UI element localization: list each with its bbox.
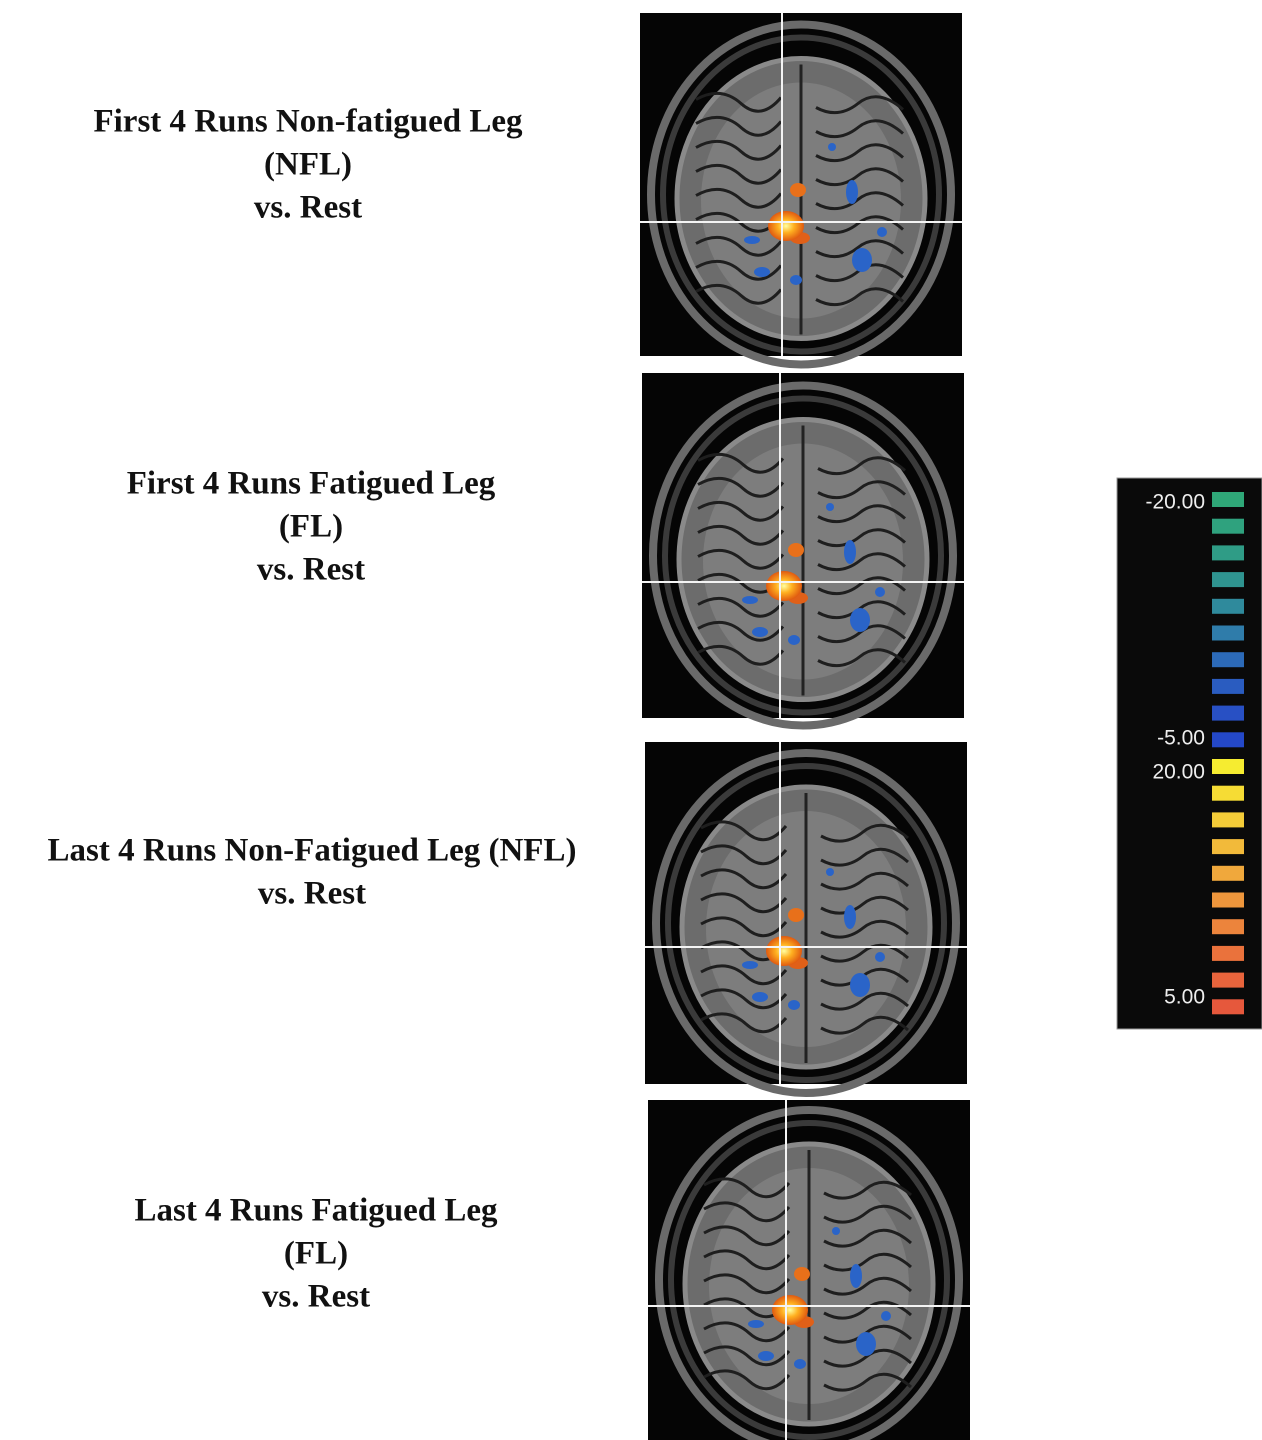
activation-negative xyxy=(832,1227,840,1235)
colorbar-swatch xyxy=(1212,706,1244,721)
panel-caption: Last 4 Runs Non-Fatigued Leg (NFL) xyxy=(48,833,577,869)
activation-negative xyxy=(881,1311,891,1321)
activation-negative xyxy=(752,992,768,1002)
captions: First 4 Runs Non-fatigued Leg (NFL) vs. Re… xyxy=(48,104,577,1315)
activation-negative xyxy=(790,275,802,285)
colorbar-label: 5.00 xyxy=(1164,986,1205,1009)
activation-negative xyxy=(850,973,870,997)
brain-panel xyxy=(648,1100,970,1440)
colorbar-swatch xyxy=(1212,866,1244,881)
activation-negative xyxy=(875,952,885,962)
panel-caption: (FL) xyxy=(279,509,343,545)
colorbar-swatch xyxy=(1212,786,1244,801)
colorbar-swatch xyxy=(1212,679,1244,694)
brain-panel xyxy=(642,373,964,726)
activation-negative xyxy=(758,1351,774,1361)
activation-negative xyxy=(748,1320,764,1328)
activation-negative xyxy=(856,1332,876,1356)
colorbar-swatch xyxy=(1212,599,1244,614)
brain-panel xyxy=(640,13,962,365)
activation-positive xyxy=(790,183,806,197)
colorbar-swatch xyxy=(1212,732,1244,747)
activation-negative xyxy=(826,503,834,511)
colorbar-label: 20.00 xyxy=(1152,761,1205,784)
panel-caption: vs. Rest xyxy=(257,552,365,588)
colorbar-swatch xyxy=(1212,839,1244,854)
panel-caption: First 4 Runs Fatigued Leg xyxy=(127,466,496,502)
panel-caption: vs. Rest xyxy=(254,190,362,226)
colorbar-swatch xyxy=(1212,946,1244,961)
activation-negative xyxy=(844,905,856,929)
page: First 4 Runs Non-fatigued Leg (NFL) vs. Re… xyxy=(0,0,1262,1440)
activation-positive xyxy=(788,908,804,922)
activation-positive xyxy=(794,1267,810,1281)
activation-negative xyxy=(875,587,885,597)
activation-positive xyxy=(788,543,804,557)
activation-peak xyxy=(768,211,804,241)
activation-peak xyxy=(772,1295,808,1325)
activation-negative xyxy=(742,961,758,969)
activation-peak xyxy=(766,571,802,601)
colorbar-swatch xyxy=(1212,919,1244,934)
colorbar-swatch xyxy=(1212,893,1244,908)
panel-caption: vs. Rest xyxy=(258,876,366,912)
colorbar-swatch xyxy=(1212,492,1244,507)
colorbar: -20.00 -5.00 20.00 5.00 xyxy=(1117,478,1262,1029)
activation-peak xyxy=(766,936,802,966)
colorbar-swatch xyxy=(1212,759,1244,774)
panel-caption: (FL) xyxy=(284,1236,348,1272)
activation-negative xyxy=(850,608,870,632)
activation-negative xyxy=(850,1264,862,1288)
colorbar-swatch xyxy=(1212,973,1244,988)
activation-negative xyxy=(826,868,834,876)
activation-negative xyxy=(742,596,758,604)
figure: First 4 Runs Non-fatigued Leg (NFL) vs. Re… xyxy=(0,0,1262,1440)
activation-negative xyxy=(877,227,887,237)
colorbar-swatch xyxy=(1212,626,1244,641)
colorbar-label: -5.00 xyxy=(1157,727,1205,750)
brain-images xyxy=(640,13,970,1440)
colorbar-label: -20.00 xyxy=(1145,491,1205,514)
brain-panel xyxy=(645,742,967,1093)
panel-caption: First 4 Runs Non-fatigued Leg xyxy=(93,104,523,140)
panel-caption: (NFL) xyxy=(264,147,352,183)
panel-caption: Last 4 Runs Fatigued Leg xyxy=(134,1193,498,1229)
colorbar-swatch xyxy=(1212,519,1244,534)
colorbar-swatch xyxy=(1212,545,1244,560)
activation-negative xyxy=(844,540,856,564)
activation-negative xyxy=(788,635,800,645)
activation-negative xyxy=(828,143,836,151)
colorbar-swatch xyxy=(1212,572,1244,587)
colorbar-swatch xyxy=(1212,812,1244,827)
activation-negative xyxy=(846,180,858,204)
activation-negative xyxy=(754,267,770,277)
panel-caption: vs. Rest xyxy=(262,1279,370,1315)
colorbar-swatch xyxy=(1212,999,1244,1014)
activation-negative xyxy=(794,1359,806,1369)
activation-negative xyxy=(752,627,768,637)
activation-negative xyxy=(744,236,760,244)
activation-negative xyxy=(788,1000,800,1010)
activation-negative xyxy=(852,248,872,272)
colorbar-swatch xyxy=(1212,652,1244,667)
